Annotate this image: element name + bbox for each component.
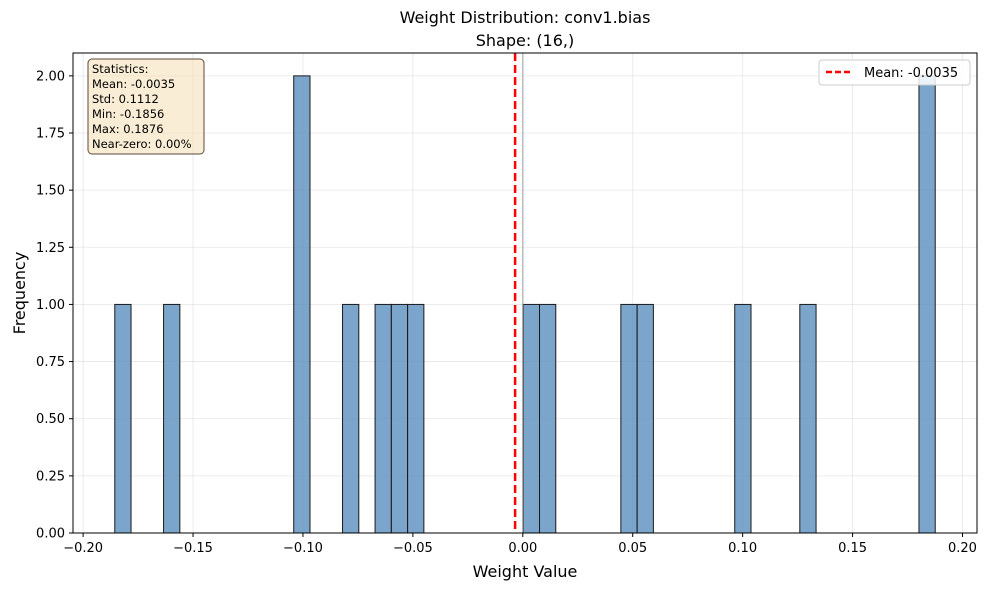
x-tick-label: 0.15 — [838, 541, 867, 556]
histogram-bar — [539, 303, 557, 534]
y-tick-label: 0.00 — [36, 527, 65, 542]
histogram-bar — [114, 303, 132, 534]
histogram-bar — [734, 303, 752, 534]
x-tick-label: −0.20 — [63, 541, 103, 556]
legend: Mean: -0.0035 — [818, 59, 971, 86]
statistics-line: Near-zero: 0.00% — [92, 137, 192, 151]
x-tick-label: 0.20 — [948, 541, 977, 556]
y-tick-label: 1.25 — [36, 241, 65, 256]
statistics-line: Mean: -0.0035 — [92, 77, 175, 91]
histogram-bar — [918, 75, 936, 534]
statistics-line: Min: -0.1856 — [92, 107, 164, 121]
chart-title: Weight Distribution: conv1.bias — [400, 8, 651, 27]
x-axis: −0.20 −0.15 −0.10 −0.05 0.00 0.05 0.10 0.15 0.20 — [63, 533, 977, 556]
histogram-bar — [636, 303, 654, 534]
x-tick-label: −0.10 — [283, 541, 323, 556]
y-tick-label: 1.00 — [36, 298, 65, 313]
y-tick-label: 0.25 — [36, 469, 65, 484]
plot-frame — [72, 52, 978, 534]
histogram-bar — [293, 75, 311, 534]
histogram-bar — [374, 303, 392, 534]
y-tick-label: 0.75 — [36, 355, 65, 370]
statistics-line: Max: 0.1876 — [92, 122, 164, 136]
histogram-bar — [799, 303, 817, 534]
x-tick-label: 0.00 — [508, 541, 537, 556]
y-tick-label: 0.50 — [36, 412, 65, 427]
x-tick-label: 0.10 — [728, 541, 757, 556]
y-tick-label: 2.00 — [36, 69, 65, 84]
statistics-line: Std: 0.1112 — [92, 92, 159, 106]
x-tick-label: −0.05 — [393, 541, 433, 556]
histogram-bar — [342, 303, 360, 534]
x-tick-label: −0.15 — [173, 541, 213, 556]
legend-frame — [818, 59, 971, 86]
histogram-bar — [407, 303, 425, 534]
chart-subtitle: Shape: (16,) — [476, 31, 575, 50]
histogram-bar — [522, 303, 541, 534]
statistics-box-background — [87, 58, 205, 155]
histogram-bar — [390, 303, 409, 534]
x-tick-label: 0.05 — [618, 541, 647, 556]
legend-mean-label: Mean: -0.0035 — [864, 66, 958, 81]
histogram-bar — [620, 303, 638, 534]
histogram-bar — [163, 303, 181, 534]
y-axis-label: Frequency — [10, 252, 29, 335]
x-axis-label: Weight Value — [473, 562, 578, 581]
statistics-line: Statistics: — [92, 62, 148, 76]
y-axis: 0.00 0.25 0.50 0.75 1.00 1.25 1.50 1.75 2.00 — [36, 69, 73, 542]
y-tick-label: 1.75 — [36, 127, 65, 142]
y-tick-label: 1.50 — [36, 184, 65, 199]
reference-lines — [513, 53, 524, 533]
